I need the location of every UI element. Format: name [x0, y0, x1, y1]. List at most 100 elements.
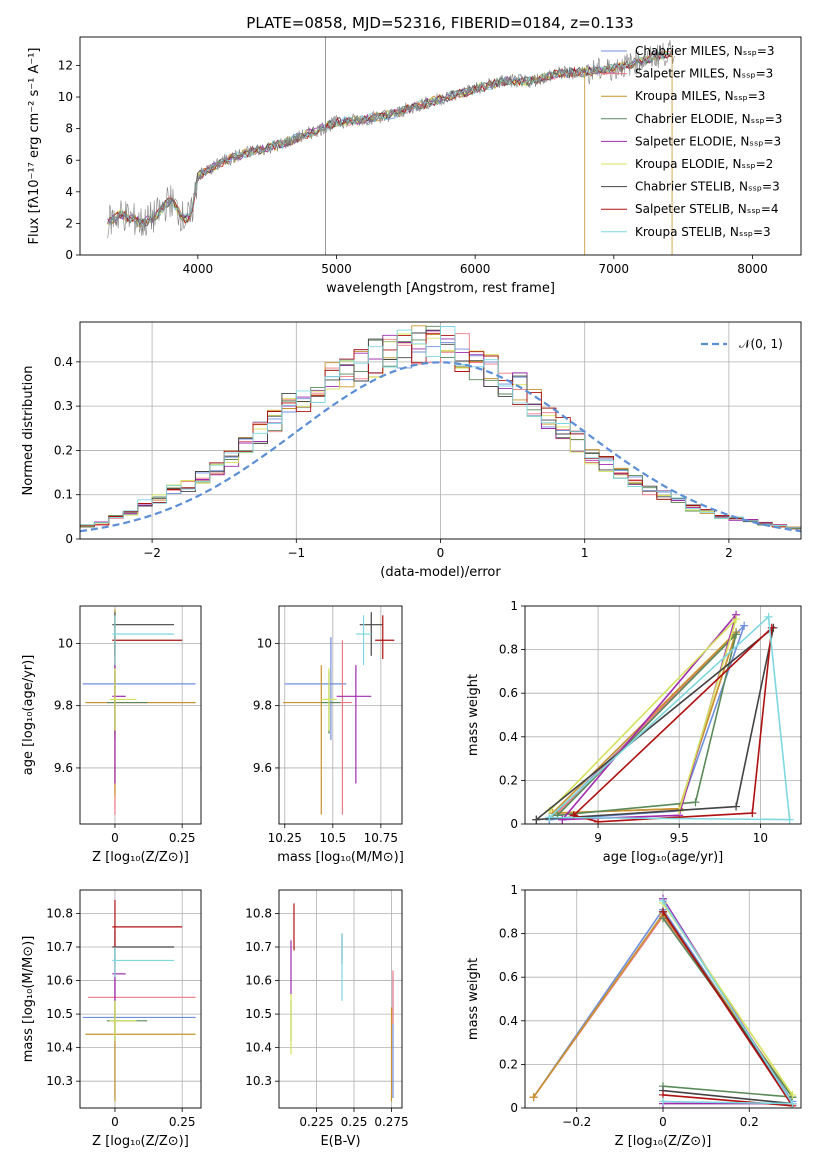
y-tick-label: 10.6	[46, 974, 73, 988]
y-tick-label: 10	[58, 636, 73, 650]
y-tick-label: 0.4	[499, 1014, 518, 1028]
weight-marker	[732, 630, 741, 639]
legend-label: Chabrier STELIB, Nₛₛₚ=3	[635, 180, 780, 194]
y-tick-label: 10.7	[46, 940, 73, 954]
axes-frame	[79, 321, 802, 540]
plot-area	[525, 606, 801, 824]
y-tick-label: 9.6	[54, 761, 73, 775]
axes-frame	[278, 889, 403, 1109]
y-tick-label: 0.2	[499, 1057, 518, 1071]
weight-line	[548, 615, 791, 821]
histogram-step	[80, 326, 801, 529]
x-tick-label: 10.5	[319, 831, 346, 845]
plot-area	[525, 890, 801, 1108]
x-tick-label: −2	[143, 546, 161, 560]
plot-area	[80, 606, 201, 824]
y-tick-label: 0.6	[499, 970, 518, 984]
legend-label: Chabrier MILES, Nₛₛₚ=3	[635, 44, 775, 58]
y-tick-label: 1	[510, 599, 518, 613]
y-tick-label: 6	[65, 153, 73, 167]
y-tick-label: 0	[510, 817, 518, 831]
weight-line	[556, 631, 738, 817]
panel-residuals: −2 −1 0 1 2 0 0.1 0.2 0.3 0.4 (data-model)/error No…	[21, 321, 802, 580]
y-tick-label: 10.6	[245, 974, 272, 988]
gaussian-curve	[80, 361, 801, 533]
legend-label: Chabrier ELODIE, Nₛₛₚ=3	[635, 112, 782, 126]
weight-marker	[764, 612, 773, 621]
x-axis-label: Z [log₁₀(Z/Z⊙)]	[92, 850, 189, 865]
weight-marker	[659, 896, 667, 905]
y-tick-label: 10.4	[46, 1041, 73, 1055]
axes-frame	[524, 605, 802, 825]
weight-marker	[532, 815, 541, 824]
axes-frame	[79, 889, 202, 1109]
weight-marker	[785, 815, 794, 824]
plot-area	[80, 890, 201, 1108]
y-tick-label: 0.2	[499, 773, 518, 787]
y-axis-label: age [log₁₀(age/yr)]	[21, 655, 36, 776]
weight-marker	[659, 1097, 667, 1106]
legend-label: Salpeter ELODIE, Nₛₛₚ=3	[635, 134, 781, 148]
axes-frame	[278, 605, 403, 825]
weight-marker	[788, 1090, 797, 1099]
x-tick-label: 10.75	[364, 831, 398, 845]
x-tick-label: 0.25	[341, 1115, 368, 1129]
panel-mass-vs-Z: 0 0.25 10.3 10.4 10.5 10.6 10.7 10.8 Z [log₁₀(Z/…	[21, 889, 202, 1149]
weight-marker	[748, 809, 757, 818]
y-axis-label: mass weight	[466, 674, 481, 756]
weight-marker	[740, 621, 749, 630]
plot-area	[279, 890, 402, 1108]
x-axis-label: wavelength [Angstrom, rest frame]	[326, 281, 555, 296]
y-tick-label: 0	[65, 532, 73, 546]
weight-marker	[732, 615, 741, 624]
y-tick-label: 10.7	[245, 940, 272, 954]
plot-area	[80, 322, 801, 539]
x-axis-label: mass [log₁₀(M/M⊙)]	[277, 850, 404, 865]
y-tick-label: 0.2	[54, 443, 73, 457]
y-tick-label: 9.8	[253, 699, 272, 713]
x-tick-label: 9.5	[670, 831, 689, 845]
y-axis-label: Normed distribution	[21, 366, 36, 496]
x-tick-label: 4000	[183, 262, 214, 276]
y-tick-label: 1	[510, 883, 518, 897]
x-tick-label: 9	[594, 831, 602, 845]
figure-title: PLATE=0858, MJD=52316, FIBERID=0184, z=0…	[246, 14, 633, 32]
x-tick-label: 1	[581, 546, 589, 560]
x-tick-label: 0	[111, 831, 119, 845]
x-tick-label: 0.25	[169, 1115, 196, 1129]
y-axis-label: mass [log₁₀(M/M⊙)]	[21, 936, 36, 1063]
y-tick-label: 8	[65, 122, 73, 136]
panel-age-vs-Z: 0 0.25 9.6 9.8 10 Z [log₁₀(Z/Z⊙)] age [log₁₀(a…	[21, 605, 202, 865]
x-tick-label: 0.275	[374, 1115, 408, 1129]
axes-frame	[79, 605, 202, 825]
legend-label: Kroupa ELODIE, Nₛₛₚ=2	[635, 157, 773, 171]
weight-marker	[788, 1099, 797, 1108]
y-tick-label: 0.3	[54, 399, 73, 413]
x-tick-label: 0	[111, 1115, 119, 1129]
y-tick-label: 10	[257, 636, 272, 650]
y-tick-label: 10	[58, 90, 73, 104]
x-tick-label: 6000	[460, 262, 491, 276]
y-tick-label: 10.4	[245, 1041, 272, 1055]
weight-marker	[594, 817, 603, 824]
x-tick-label: −0.2	[562, 1115, 591, 1129]
y-tick-label: 0.8	[499, 643, 518, 657]
y-tick-label: 0.6	[499, 686, 518, 700]
x-tick-label: 0.225	[299, 1115, 333, 1129]
x-axis-label: (data-model)/error	[380, 565, 501, 580]
y-axis-label: mass weight	[466, 958, 481, 1040]
legend-label: Kroupa STELIB, Nₛₛₚ=3	[635, 225, 771, 239]
panel-massweight-vs-Z: −0.2 0 0.2 0 0.2 0.4 0.6 0.8 1 Z [log₁₀(Z/Z⊙)] mas…	[466, 883, 802, 1149]
legend-label: Kroupa MILES, Nₛₛₚ=3	[635, 89, 765, 103]
y-tick-label: 12	[58, 58, 73, 72]
y-axis-label: Flux [fλ10⁻¹⁷ erg cm⁻² s⁻¹ A⁻¹]	[27, 48, 42, 245]
y-tick-label: 10.3	[46, 1074, 73, 1088]
legend-label: 𝒩(0, 1)	[739, 337, 783, 351]
axes-frame	[524, 889, 802, 1109]
y-tick-label: 10.3	[245, 1074, 272, 1088]
weight-marker	[545, 813, 554, 822]
x-tick-label: 0.25	[169, 831, 196, 845]
y-tick-label: 0	[65, 248, 73, 262]
plot-area	[279, 606, 402, 824]
